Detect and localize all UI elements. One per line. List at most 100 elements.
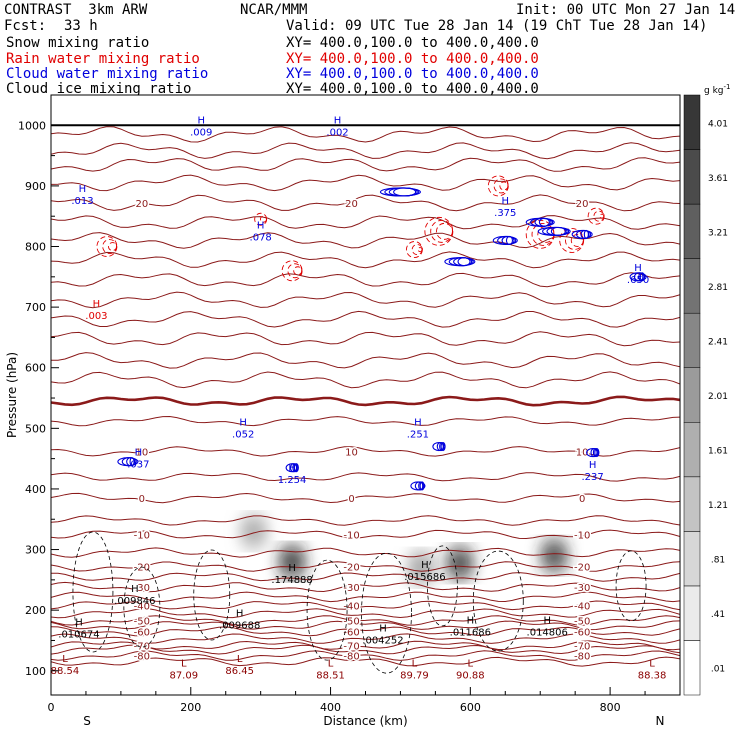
isotherm-line: [51, 626, 680, 637]
extremum-marker: H.011686: [450, 616, 491, 639]
extremum-kind: H: [414, 417, 422, 428]
extremum-value: .010674: [58, 629, 99, 640]
extremum-value: .002: [326, 128, 348, 139]
extremum-kind: L: [62, 654, 68, 665]
rain-contour: [570, 234, 584, 247]
extremum-kind: H: [288, 463, 296, 474]
colorbar-label: 4.01: [708, 119, 728, 129]
extremum-value: 86.45: [225, 666, 254, 677]
x-tick-label: 800: [600, 701, 621, 714]
isotherm-label: 20: [135, 199, 148, 210]
extremum-value: .174888: [271, 575, 312, 586]
field-snow-name: Snow mixing ratio: [6, 35, 150, 51]
y-tick-label: 300: [25, 544, 46, 557]
isotherm-label: 0: [579, 494, 585, 505]
isotherm-label: -80: [134, 652, 150, 663]
center-label: NCAR/MMM: [240, 2, 308, 18]
extremum-kind: H: [239, 417, 247, 428]
colorbar-swatch: [683, 476, 701, 532]
colorbar-swatch: [683, 640, 701, 696]
extremum-marker: L89.79: [400, 659, 429, 682]
extremum-value: .375: [494, 208, 516, 219]
extremum-kind: L: [181, 659, 187, 670]
extremum-kind: L: [328, 659, 334, 670]
snow-plume-core: [277, 546, 308, 577]
extremum-marker: H.650: [627, 263, 649, 286]
isotherm-line: [51, 608, 680, 619]
extremum-marker: L88.51: [316, 659, 345, 682]
y-tick-label: 700: [25, 301, 46, 314]
rain-contour: [293, 266, 303, 276]
extremum-value: .037: [127, 460, 149, 471]
cloud-water-contour: [639, 272, 645, 282]
snow-plume-4: [238, 516, 269, 547]
snow-plume-core: [539, 540, 570, 571]
snow-plume-core: [238, 516, 269, 547]
isotherm-label: 20: [345, 199, 358, 210]
colorbar-swatch: [683, 531, 701, 587]
extremum-marker: H.014806: [527, 616, 568, 639]
field-cloudice-name: Cloud ice mixing ratio: [6, 81, 192, 97]
isotherm-line: [51, 515, 680, 526]
extremum-marker: L87.09: [169, 659, 198, 682]
x-tick-label: 600: [460, 701, 481, 714]
extremum-value: .650: [627, 275, 649, 286]
extremum-kind: H: [467, 616, 475, 627]
snow-plume-2: [539, 540, 570, 571]
isotherm-label: -60: [574, 627, 590, 638]
isotherm-label: -30: [343, 583, 359, 594]
isotherm-label: -70: [134, 641, 150, 652]
extremum-kind: H: [93, 299, 101, 310]
field-cloudwater-name: Cloud water mixing ratio: [6, 66, 209, 82]
colorbar-swatch: [683, 258, 701, 314]
isotherm-label: -30: [134, 583, 150, 594]
isotherm-line: [51, 142, 680, 160]
extremum-value: 88.38: [638, 671, 667, 682]
isotherm-label: -50: [134, 616, 150, 627]
isotherm-label: -70: [343, 641, 359, 652]
isotherm-label: -10: [343, 530, 359, 541]
extremum-marker: H.078: [250, 220, 272, 243]
extremum-value: .011686: [450, 628, 491, 639]
isotherm-label: -50: [574, 616, 590, 627]
isotherm-line: [51, 572, 680, 582]
cloud-ice-contour: [361, 552, 412, 674]
isotherm-label: 0: [348, 494, 354, 505]
isotherm-line: [51, 547, 680, 558]
cloud-ice-contour: [193, 549, 231, 641]
extremum-kind: H: [197, 116, 205, 127]
x-tick-label: 200: [180, 701, 201, 714]
isotherm-label: -80: [574, 652, 590, 663]
rain-contour: [599, 213, 605, 219]
isotherm-line: [51, 644, 680, 655]
extremum-value: 87.09: [169, 671, 198, 682]
extremum-kind: H: [634, 263, 642, 274]
extremum-kind: L: [649, 659, 655, 670]
colorbar-swatch: [683, 422, 701, 478]
extremum-kind: H: [421, 560, 429, 571]
isotherm-line: [51, 291, 680, 309]
extremum-marker: H.002: [326, 116, 348, 139]
isotherm-line: [51, 581, 680, 593]
extremum-marker: H.009846: [114, 584, 155, 607]
colorbar-label: 3.61: [708, 174, 728, 184]
extremum-marker: H.009688: [219, 608, 260, 631]
isotherm-label: 10: [345, 447, 358, 458]
extremum-kind: L: [237, 654, 243, 665]
colorbar-label: 1.21: [708, 501, 728, 511]
colorbar-label: 2.01: [708, 392, 728, 402]
cloud-ice-contour: [306, 559, 348, 661]
extremum-marker: L88.38: [638, 659, 667, 682]
extremum-kind: H: [379, 623, 387, 634]
isotherm-label: -20: [134, 563, 150, 574]
cloud-water-contour: [419, 481, 425, 491]
snow-plume-3: [406, 552, 437, 583]
x-end-label-north: N: [656, 714, 665, 728]
colorbar-label: 3.21: [708, 228, 728, 238]
isotherm-label: 0: [139, 494, 145, 505]
isotherm-label: -40: [134, 601, 150, 612]
isotherm-label: -40: [574, 601, 590, 612]
extremum-marker: H.015686: [404, 560, 445, 583]
isotherm-label: -40: [343, 601, 359, 612]
